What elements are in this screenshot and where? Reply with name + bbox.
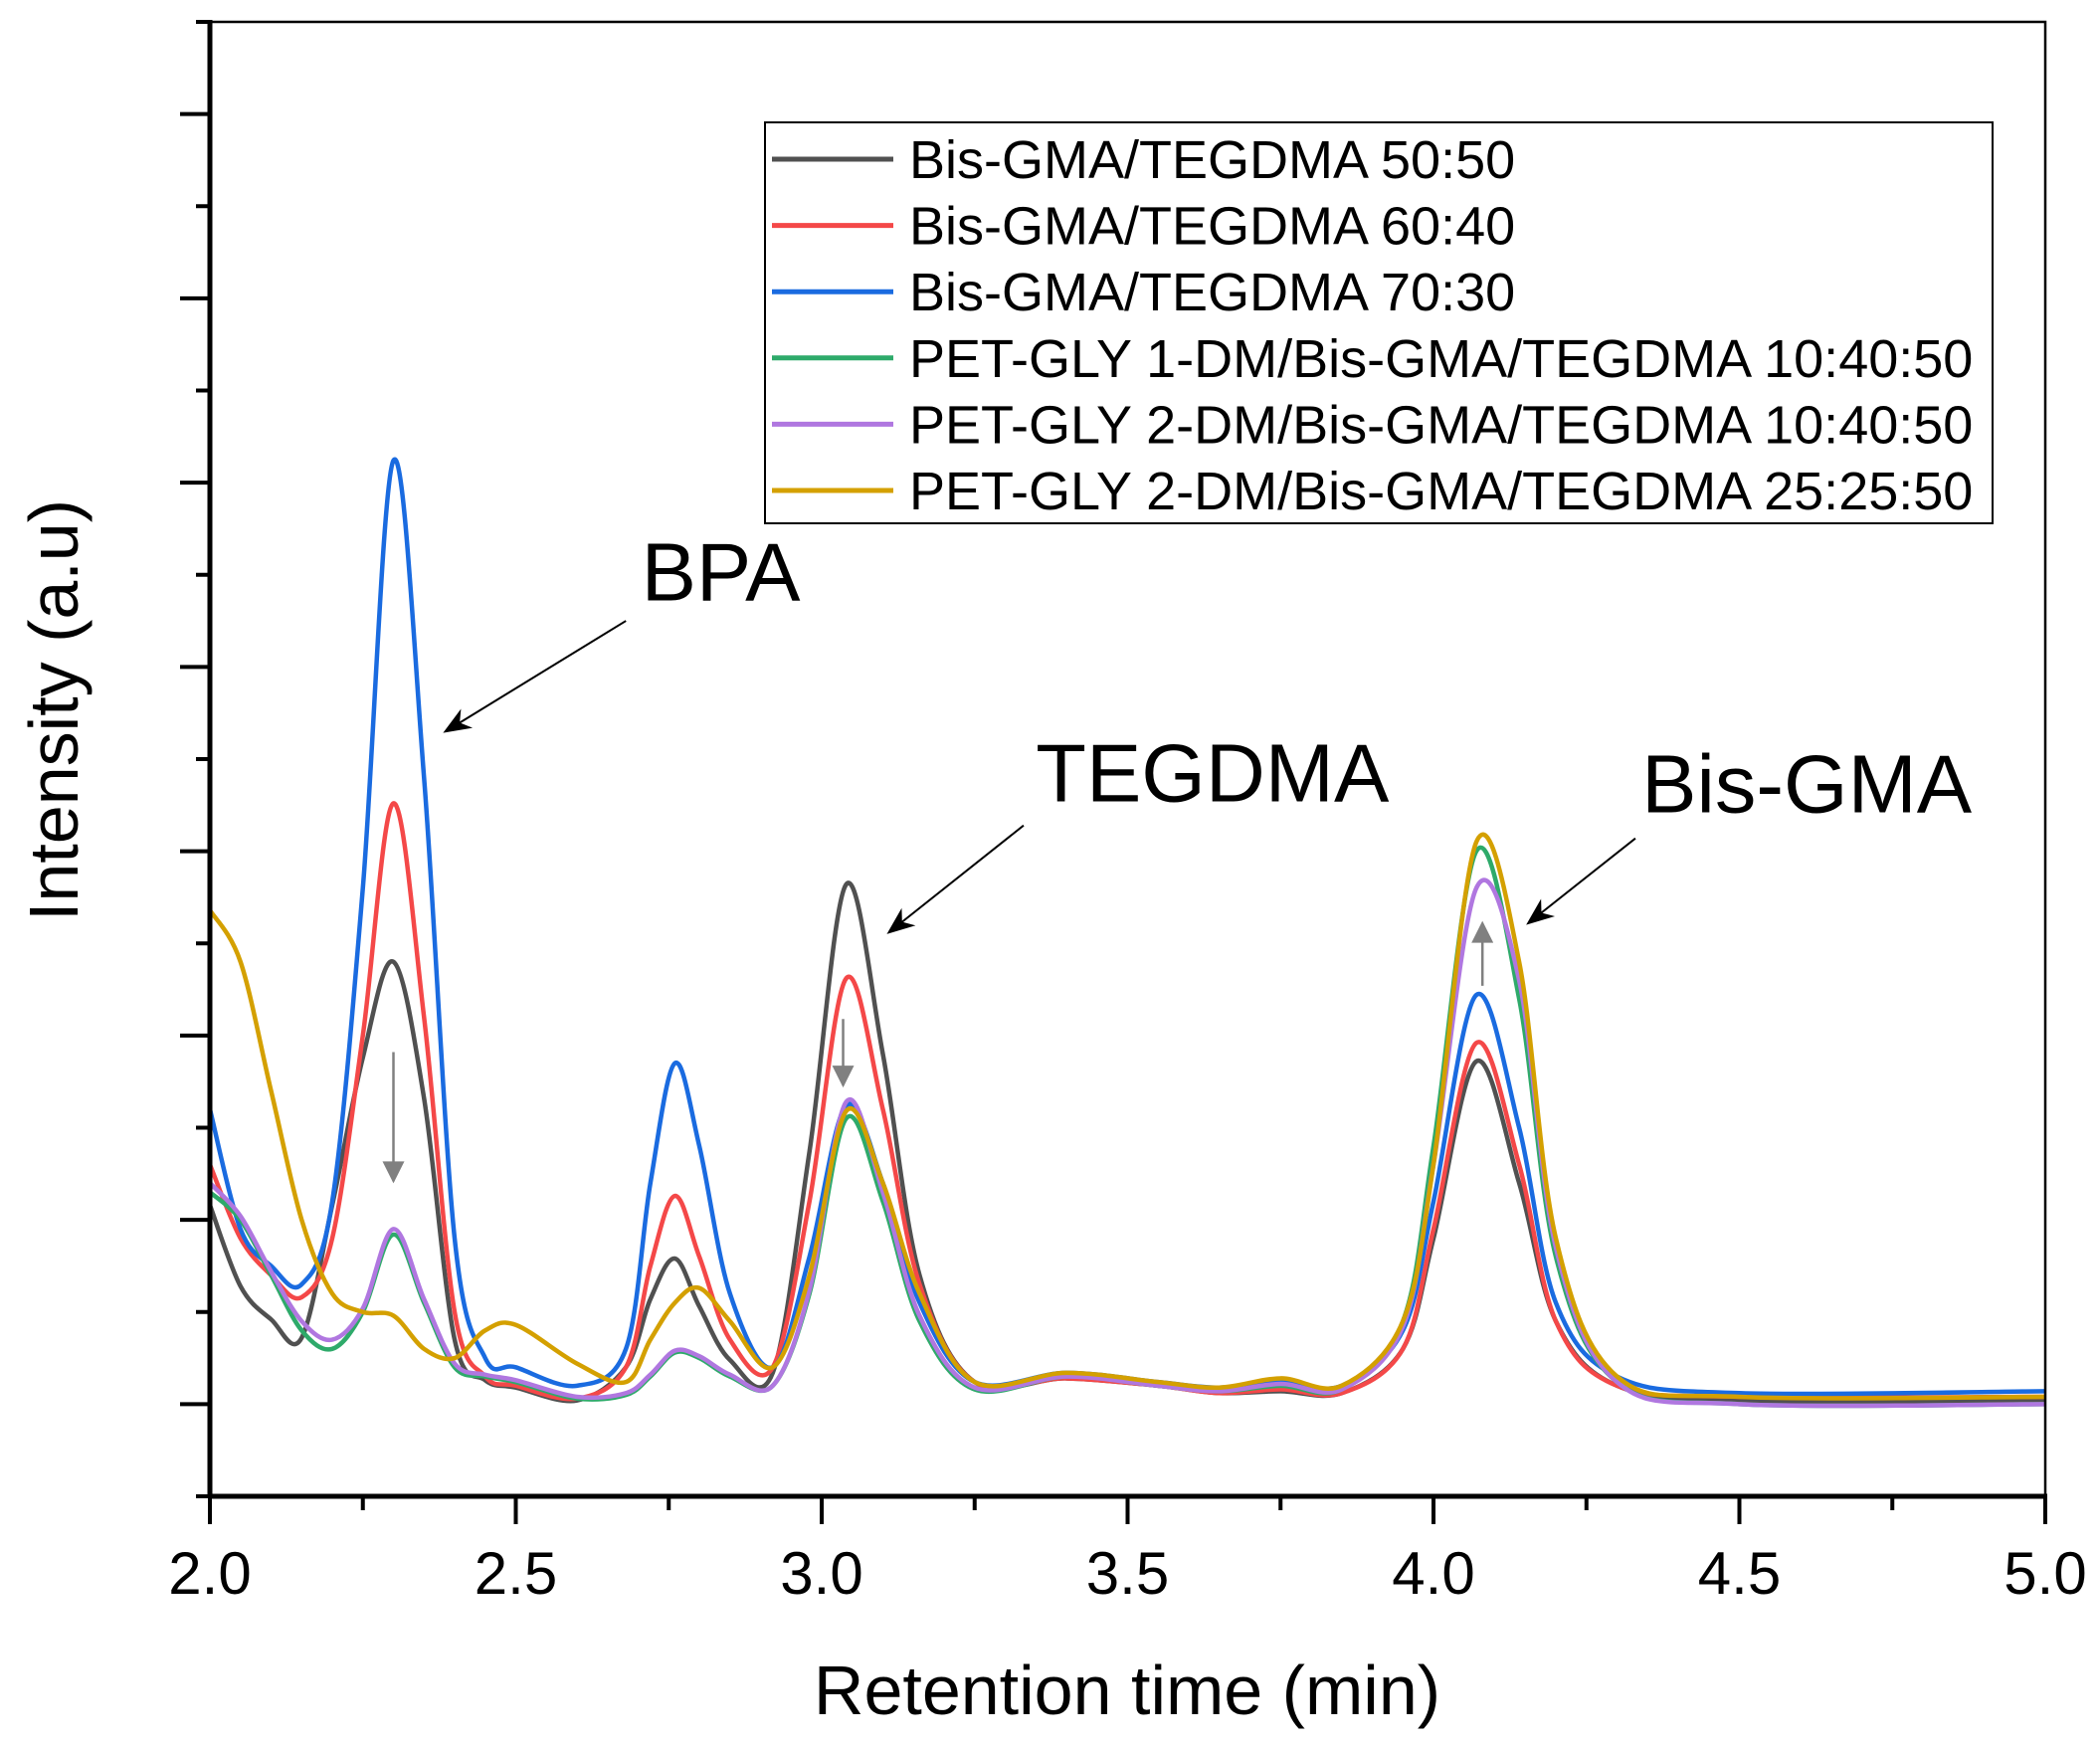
series-line-6 bbox=[208, 832, 2046, 1401]
x-tick-label: 4.0 bbox=[1392, 1540, 1474, 1607]
series-line-2 bbox=[207, 801, 2046, 1402]
legend-item: Bis-GMA/TEGDMA 60:40 bbox=[772, 197, 1515, 257]
legend-label: PET-GLY 2-DM/Bis-GMA/TEGDMA 10:40:50 bbox=[909, 395, 1973, 455]
y-axis-title: Intensity (a.u) bbox=[15, 499, 93, 921]
x-tick-labels: 2.0 2.5 3.0 3.5 4.0 4.5 5.0 bbox=[168, 1540, 2086, 1607]
legend-label: PET-GLY 1-DM/Bis-GMA/TEGDMA 10:40:50 bbox=[909, 329, 1973, 389]
annotation-arrow bbox=[443, 620, 627, 733]
series-line-3 bbox=[207, 457, 2046, 1397]
annotation-label: BPA bbox=[642, 526, 802, 619]
annotation-label: TEGDMA bbox=[1036, 727, 1390, 820]
x-tick-label: 3.0 bbox=[780, 1540, 862, 1607]
series-line-4 bbox=[208, 846, 2046, 1409]
x-tick-label: 3.5 bbox=[1086, 1540, 1169, 1607]
annotation-arrow bbox=[886, 824, 1025, 934]
series-line-5 bbox=[208, 877, 2046, 1409]
annotation-label: Bis-GMA bbox=[1641, 738, 1973, 831]
annotation-arrow bbox=[1526, 837, 1636, 925]
x-tick-label: 2.5 bbox=[475, 1540, 557, 1607]
annotations: BPA TEGDMA Bis-GMA bbox=[382, 526, 1973, 1184]
legend-item: Bis-GMA/TEGDMA 70:30 bbox=[772, 263, 1515, 322]
legend: Bis-GMA/TEGDMA 50:50 Bis-GMA/TEGDMA 60:40… bbox=[764, 121, 1994, 524]
series-lines bbox=[207, 457, 2046, 1409]
legend-item: PET-GLY 1-DM/Bis-GMA/TEGDMA 10:40:50 bbox=[772, 329, 1973, 389]
legend-item: Bis-GMA/TEGDMA 50:50 bbox=[772, 130, 1515, 190]
x-tick-label: 5.0 bbox=[2004, 1540, 2086, 1607]
legend-label: Bis-GMA/TEGDMA 50:50 bbox=[909, 130, 1515, 190]
x-tick-label: 4.5 bbox=[1698, 1540, 1781, 1607]
legend-label: PET-GLY 2-DM/Bis-GMA/TEGDMA 25:25:50 bbox=[909, 462, 1973, 521]
legend-item: PET-GLY 2-DM/Bis-GMA/TEGDMA 25:25:50 bbox=[772, 462, 1973, 521]
legend-box bbox=[764, 121, 1994, 524]
x-axis-title: Retention time (min) bbox=[814, 1652, 1440, 1729]
legend-label: Bis-GMA/TEGDMA 60:40 bbox=[909, 197, 1515, 257]
legend-item: PET-GLY 2-DM/Bis-GMA/TEGDMA 10:40:50 bbox=[772, 395, 1973, 455]
x-tick-label: 2.0 bbox=[168, 1540, 251, 1607]
series-line-1 bbox=[207, 880, 2046, 1405]
legend-label: Bis-GMA/TEGDMA 70:30 bbox=[909, 263, 1515, 322]
